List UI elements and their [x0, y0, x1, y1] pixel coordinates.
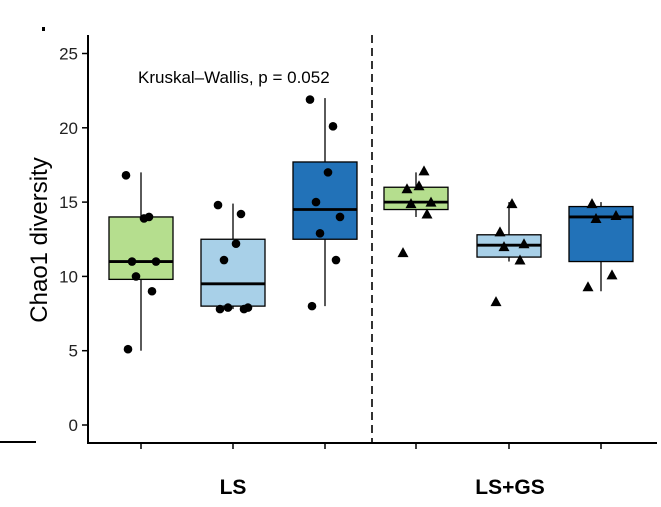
box-iqr [200, 238, 266, 307]
group-label-ls-gs: LS+GS [475, 476, 544, 499]
data-point-5-4 [518, 238, 530, 249]
data-point-2-7 [236, 209, 246, 219]
data-point-3-3 [315, 229, 325, 238]
data-point-4-2 [421, 208, 433, 219]
data-point-2-1 [215, 304, 225, 314]
top-edge-mark [42, 27, 45, 31]
data-point-2-8 [213, 200, 223, 210]
data-point-3-1 [307, 301, 317, 311]
y-tick-label-15: 15 [59, 193, 78, 212]
data-point-1-2 [147, 286, 157, 296]
x-ticks [140, 443, 602, 449]
data-point-3-4 [335, 212, 345, 222]
box-iqr [383, 186, 449, 211]
data-point-1-1 [123, 344, 133, 354]
data-point-2-4 [243, 303, 253, 312]
data-point-5-5 [494, 226, 506, 237]
data-point-1-4 [151, 257, 161, 266]
y-tick-label-10: 10 [59, 267, 78, 286]
box-5 [476, 202, 542, 262]
annotation-kruskal-wallis: Kruskal–Wallis, p = 0.052 [138, 68, 330, 87]
data-point-5-1 [490, 296, 502, 307]
data-point-4-3 [405, 198, 417, 209]
box-iqr [108, 216, 174, 281]
box-4 [383, 172, 449, 217]
data-point-3-5 [311, 197, 321, 207]
box-2 [200, 203, 266, 310]
data-point-4-7 [418, 165, 430, 176]
data-point-6-3 [590, 212, 602, 223]
y-tick-label-5: 5 [69, 342, 78, 361]
data-point-6-1 [582, 281, 594, 292]
data-point-1-5 [127, 257, 137, 266]
group-label-ls: LS [220, 476, 247, 499]
data-point-1-8 [121, 171, 131, 180]
data-point-6-5 [586, 198, 598, 209]
data-point-3-8 [305, 95, 315, 104]
data-point-6-2 [606, 269, 618, 280]
data-point-2-3 [223, 303, 233, 312]
data-points [121, 95, 622, 354]
data-point-4-4 [425, 196, 437, 207]
y-tick-label-25: 25 [59, 45, 78, 64]
y-axis-label: Chao1 diversity [26, 157, 53, 322]
data-point-5-3 [498, 241, 510, 252]
box-iqr [568, 205, 634, 263]
data-point-3-7 [328, 122, 338, 131]
data-point-2-5 [219, 255, 229, 265]
data-point-5-6 [506, 198, 518, 209]
data-point-1-3 [131, 272, 141, 281]
y-ticks: 0 5 10 15 20 25 [59, 45, 88, 435]
data-point-6-4 [610, 209, 622, 220]
boxes [108, 98, 634, 351]
data-point-5-2 [514, 254, 526, 265]
data-point-4-6 [413, 180, 425, 191]
y-tick-label-20: 20 [59, 119, 78, 138]
box-6 [568, 202, 634, 292]
data-point-4-1 [397, 247, 409, 258]
box-3 [292, 98, 358, 307]
data-point-3-6 [323, 168, 333, 177]
data-point-4-5 [401, 183, 413, 194]
data-point-3-2 [331, 255, 341, 265]
data-point-2-6 [231, 239, 241, 249]
box-1 [108, 172, 174, 351]
data-point-1-7 [144, 212, 154, 222]
y-tick-label-0: 0 [69, 416, 78, 435]
